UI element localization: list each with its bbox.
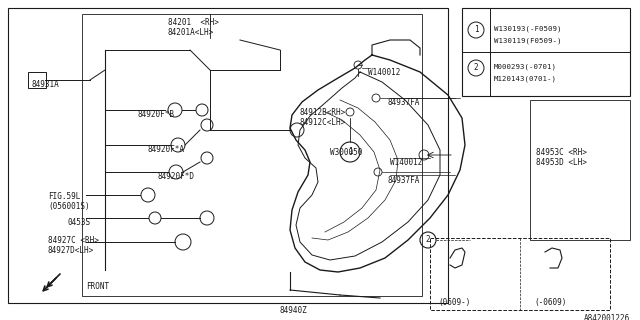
Text: 84927C <RH>: 84927C <RH> [48,236,99,245]
Text: W130193(-F0509): W130193(-F0509) [494,25,561,31]
Text: 84920F*B: 84920F*B [138,110,175,119]
Text: (0609-): (0609-) [438,298,470,307]
Text: W140012: W140012 [390,158,422,167]
Bar [8,8,448,303]
Text: W130119(F0509-): W130119(F0509-) [494,37,561,44]
Text: W300050: W300050 [330,148,362,157]
Text: (-0609): (-0609) [534,298,566,307]
Bar [530,100,630,240]
Text: 84920F*D: 84920F*D [158,172,195,181]
Text: (056001S): (056001S) [48,202,90,211]
Text: 84912C<LH>: 84912C<LH> [300,118,346,127]
Text: FRONT: FRONT [86,282,109,291]
Text: 1: 1 [474,26,478,35]
Text: 2: 2 [474,63,478,73]
Text: 2: 2 [426,236,430,244]
Text: 84931A: 84931A [32,80,60,89]
Text: 84912B<RH>: 84912B<RH> [300,108,346,117]
Bar [430,238,610,310]
Text: 84927D<LH>: 84927D<LH> [48,246,94,255]
Text: FIG.59L: FIG.59L [48,192,81,201]
Bar [28,72,46,88]
Text: M120143(0701-): M120143(0701-) [494,75,557,82]
Text: 84201A<LH>: 84201A<LH> [168,28,214,37]
Text: A842001226: A842001226 [584,314,630,320]
Text: 84920F*A: 84920F*A [148,145,185,154]
Bar [462,8,630,96]
Text: M000293(-0701): M000293(-0701) [494,63,557,69]
Text: 84953D <LH>: 84953D <LH> [536,158,587,167]
Text: 84201  <RH>: 84201 <RH> [168,18,219,27]
Text: 84953C <RH>: 84953C <RH> [536,148,587,157]
Text: 1: 1 [348,148,352,156]
Text: 84937FA: 84937FA [388,98,420,107]
Text: 84940Z: 84940Z [280,306,308,315]
Text: 84937FA: 84937FA [388,176,420,185]
Text: W140012: W140012 [368,68,401,77]
Text: 0453S: 0453S [68,218,91,227]
Bar [82,14,422,296]
